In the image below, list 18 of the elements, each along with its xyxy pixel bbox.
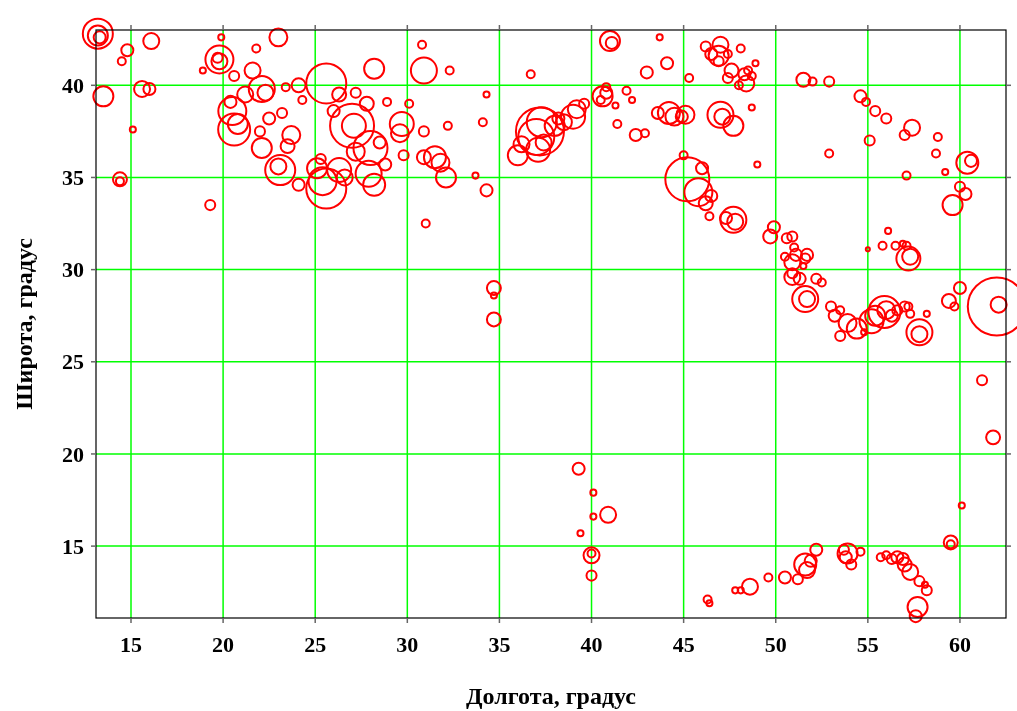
x-tick-label: 20 [212, 632, 235, 657]
y-tick-label: 20 [62, 441, 84, 467]
x-tick-label: 50 [764, 632, 787, 657]
y-tick-label: 30 [62, 257, 84, 283]
x-tick-label: 40 [580, 632, 603, 657]
x-tick-label: 15 [120, 632, 142, 657]
x-tick-label: 25 [304, 632, 327, 657]
x-tick-label: 45 [672, 632, 695, 657]
y-tick-label: 15 [62, 533, 84, 559]
y-axis-title: Широта, градус [11, 237, 37, 410]
y-tick-label: 25 [62, 349, 84, 375]
y-tick-label: 35 [62, 165, 84, 191]
x-tick-label: 30 [396, 632, 419, 657]
y-tick-label: 40 [62, 73, 84, 98]
x-tick-label: 55 [856, 632, 879, 657]
x-axis-title: Долгота, градус [465, 683, 637, 709]
x-tick-label: 60 [948, 632, 971, 657]
x-tick-label: 35 [488, 632, 511, 657]
